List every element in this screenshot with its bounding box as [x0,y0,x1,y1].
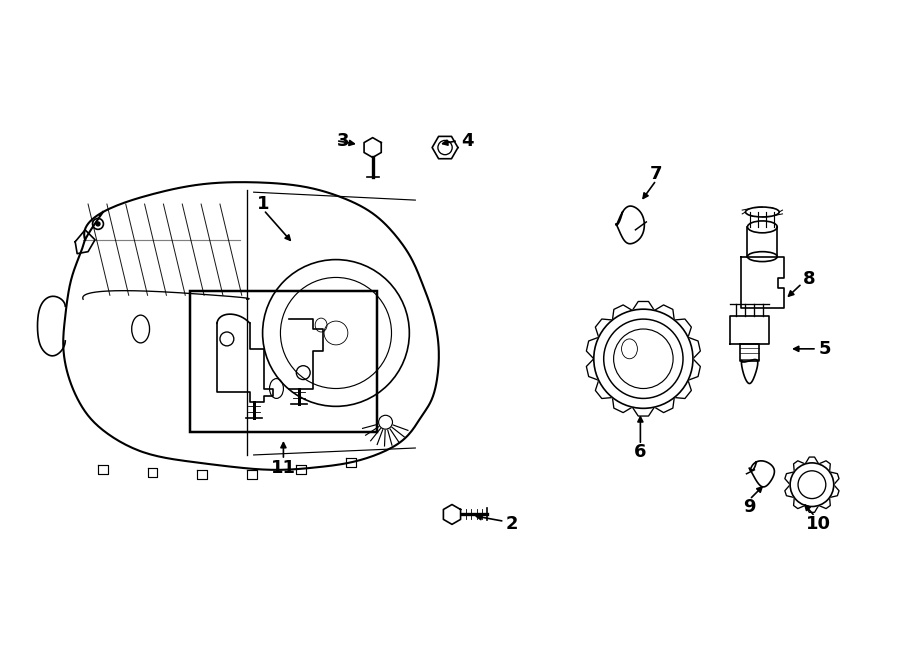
Circle shape [790,463,833,506]
Text: 7: 7 [650,165,662,183]
Bar [190,292,376,432]
Text: 6: 6 [634,443,646,461]
Circle shape [594,309,693,408]
Ellipse shape [748,252,778,262]
Text: 2: 2 [505,516,518,533]
Text: 1: 1 [257,195,270,213]
Text: 11: 11 [271,459,296,477]
Text: 10: 10 [806,516,832,533]
Text: 5: 5 [819,340,831,358]
Circle shape [96,222,100,226]
Text: 3: 3 [337,132,349,149]
Ellipse shape [748,221,778,233]
Text: 4: 4 [462,132,474,149]
Ellipse shape [745,207,779,217]
Text: 9: 9 [743,498,756,516]
Circle shape [379,415,392,429]
Text: 8: 8 [803,270,815,288]
